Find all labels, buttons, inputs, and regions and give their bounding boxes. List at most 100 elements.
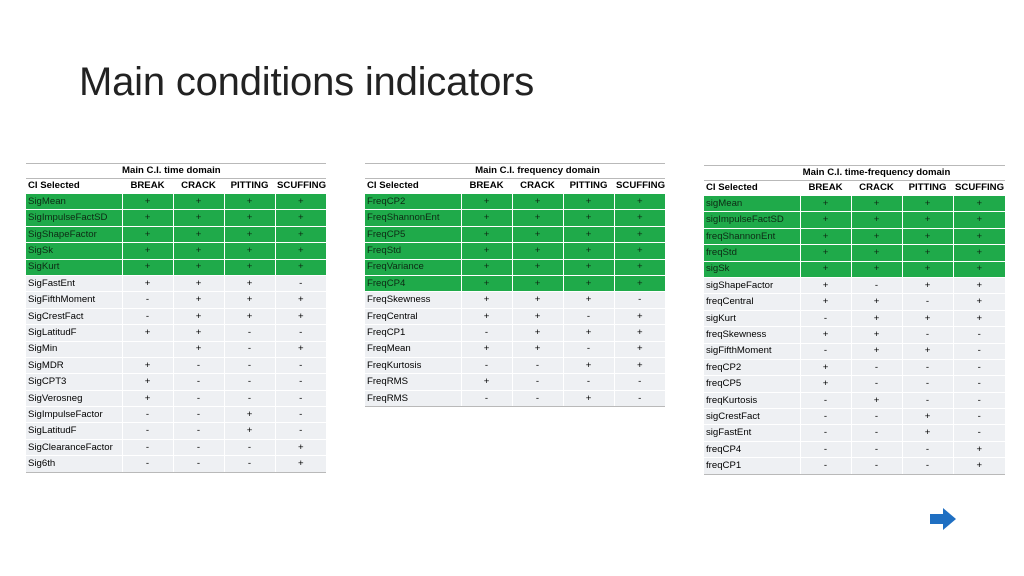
indicator-value: + <box>901 228 954 246</box>
indicator-name: sigFastEnt <box>704 424 800 442</box>
indicator-name: SigSk <box>26 242 122 260</box>
table-row: SigMDR + - - - <box>26 357 327 375</box>
indicator-value: + <box>850 244 902 262</box>
next-slide-button[interactable] <box>930 508 956 530</box>
indicator-value: + <box>799 293 851 311</box>
column-header: BREAK <box>122 178 173 194</box>
indicator-value: + <box>850 392 902 410</box>
table-row: SigFifthMoment - + + + <box>26 291 327 309</box>
indicator-value: + <box>799 244 851 262</box>
indicator-value: + <box>172 341 224 358</box>
indicator-value: - <box>901 457 954 475</box>
indicator-value: + <box>952 310 1006 328</box>
indicator-value: + <box>901 277 954 295</box>
indicator-value: - <box>223 439 276 457</box>
table-row: SigLatitudF + + - - <box>26 324 327 342</box>
indicator-value: - <box>223 341 276 358</box>
indicator-name: SigClearanceFactor <box>26 439 122 457</box>
indicator-value: - <box>172 373 224 391</box>
table-caption: Main C.I. time-frequency domain <box>800 165 954 181</box>
indicator-value: + <box>274 291 327 309</box>
indicator-value: - <box>460 390 512 408</box>
indicator-value: + <box>460 226 512 244</box>
indicator-name: freqCentral <box>704 293 800 311</box>
indicator-name: freqKurtosis <box>704 392 800 410</box>
indicator-value: - <box>952 375 1006 393</box>
table-row: FreqCentral + + - + <box>365 308 666 326</box>
table-row: sigFastEnt - - + - <box>704 424 1006 442</box>
table-row: sigFifthMoment - + + - <box>704 343 1006 360</box>
indicator-value: + <box>952 277 1006 295</box>
indicator-value: + <box>613 242 666 260</box>
column-header: SCUFFING <box>953 180 1006 196</box>
indicator-value: + <box>274 439 327 457</box>
indicator-value: + <box>172 259 224 276</box>
table-row: freqCP5 + - - - <box>704 375 1006 393</box>
indicator-value: + <box>613 193 666 211</box>
table-caption: Main C.I. time domain <box>122 163 276 179</box>
indicator-value: + <box>901 211 954 229</box>
indicator-value: + <box>799 375 851 393</box>
indicator-name: SigLatitudF <box>26 324 122 342</box>
indicator-value: - <box>460 324 512 342</box>
table-row: SigCPT3 + - - - <box>26 373 327 391</box>
table-row: SigImpulseFactor - - + - <box>26 406 327 424</box>
indicator-value: - <box>274 324 327 342</box>
indicator-value: - <box>172 422 224 440</box>
table-row: FreqKurtosis - - + + <box>365 357 666 375</box>
indicator-value: + <box>799 211 851 229</box>
indicator-value: + <box>952 195 1006 213</box>
indicator-value: + <box>121 275 173 293</box>
indicator-value: + <box>562 209 615 227</box>
table-row: SigClearanceFactor - - - + <box>26 439 327 457</box>
indicator-value: - <box>901 326 954 344</box>
indicator-value: + <box>511 308 563 326</box>
indicator-value: - <box>562 373 615 391</box>
indicator-value: + <box>901 343 954 360</box>
indicator-name: SigVerosneg <box>26 390 122 408</box>
column-header: CI Selected <box>704 180 800 196</box>
indicator-value: + <box>121 259 173 276</box>
indicator-name: FreqStd <box>365 242 461 260</box>
indicator-value: - <box>172 439 224 457</box>
table-row: sigShapeFactor + - + + <box>704 277 1006 295</box>
indicator-value: + <box>850 310 902 328</box>
column-header: SCUFFING <box>275 178 327 194</box>
indicator-name: FreqCP1 <box>365 324 461 342</box>
indicator-name: FreqVariance <box>365 259 461 276</box>
indicator-value: - <box>172 455 224 473</box>
indicator-value: + <box>952 244 1006 262</box>
indicator-value: + <box>223 422 276 440</box>
indicator-value: + <box>172 324 224 342</box>
indicator-value: + <box>511 259 563 276</box>
indicator-value: - <box>850 359 902 377</box>
table-row: sigSk + + + + <box>704 261 1006 278</box>
table-caption: Main C.I. frequency domain <box>461 163 615 179</box>
indicator-name: SigMean <box>26 193 122 211</box>
indicator-value: + <box>223 406 276 424</box>
indicator-name: SigShapeFactor <box>26 226 122 244</box>
indicator-name: FreqMean <box>365 341 461 358</box>
table-row: SigImpulseFactSD + + + + <box>26 209 327 227</box>
indicator-value: - <box>121 439 173 457</box>
indicator-value: + <box>223 259 276 276</box>
page-title: Main conditions indicators <box>79 60 535 104</box>
indicator-value: + <box>952 261 1006 278</box>
indicator-value: + <box>562 242 615 260</box>
indicator-value: + <box>562 324 615 342</box>
indicator-value: + <box>172 226 224 244</box>
indicator-value: + <box>223 226 276 244</box>
indicator-value: - <box>460 357 512 375</box>
indicator-name: FreqCP4 <box>365 275 461 293</box>
indicator-value: + <box>511 209 563 227</box>
indicator-value: + <box>460 275 512 293</box>
column-header: BREAK <box>461 178 512 194</box>
indicator-name: SigMDR <box>26 357 122 375</box>
indicator-name: FreqRMS <box>365 390 461 408</box>
table-row: FreqRMS + - - - <box>365 373 666 391</box>
indicator-name: FreqCP2 <box>365 193 461 211</box>
indicator-value: - <box>952 424 1006 442</box>
indicator-value: + <box>121 324 173 342</box>
indicator-value: + <box>274 242 327 260</box>
table-row: SigMean + + + + <box>26 193 327 211</box>
